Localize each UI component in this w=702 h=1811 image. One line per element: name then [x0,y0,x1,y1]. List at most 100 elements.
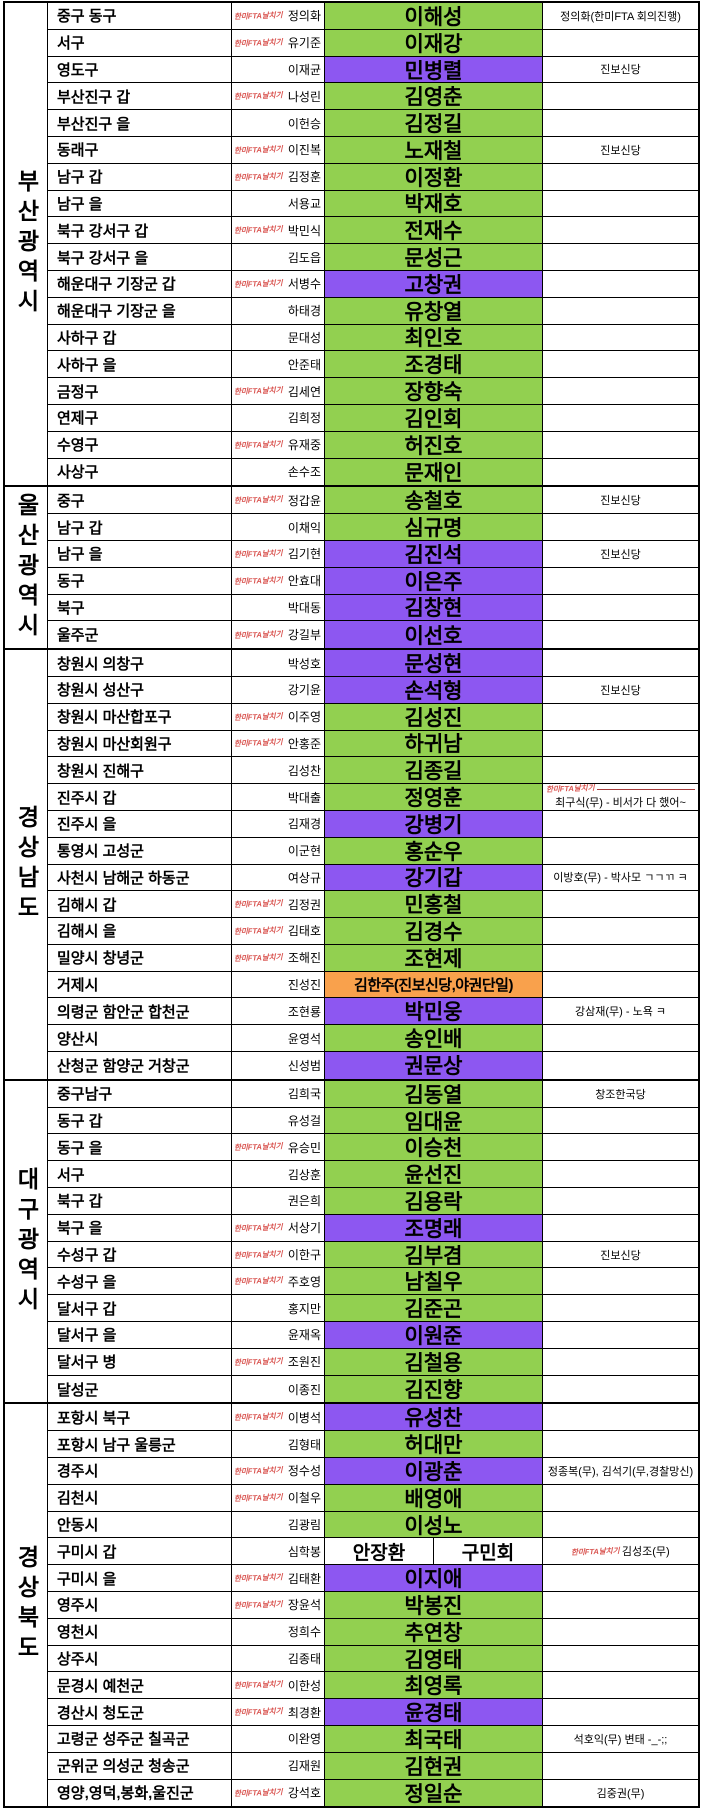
note-text: 진보신당 [600,548,641,561]
notes-cell [543,351,698,377]
incumbent-name: 이종진 [287,1382,321,1397]
challenger-cell: 김영태 [325,1645,543,1672]
notes-cell: 강삼재(무) - 노욕 ㅋ [543,998,698,1024]
district-cell: 연제구 [48,404,232,431]
notes-cell [543,811,698,837]
challenger-cell: 김종길 [325,757,543,784]
challenger-cell: 송철호 [325,487,543,514]
notes-cell [543,1512,698,1538]
fta-stamp: 한미FTA날치기 [233,1411,283,1423]
challenger-cell: 정일순 [325,1779,543,1807]
challenger-name: 윤선진 [404,1164,463,1188]
district-cell: 서구 [48,1161,232,1188]
table-row: 사하구 을 안준태 조경태 [48,351,698,379]
challenger-cell: 김경수 [325,918,543,944]
notes-cell [543,621,698,648]
challenger-cell: 이지애 [325,1565,543,1592]
challenger-name: 송인배 [404,1028,463,1052]
incumbent-cell: 김도읍 [232,244,325,270]
notes-cell: 진보신당 [543,677,698,703]
notes-cell [543,83,698,109]
note-text: 이방호(무) - 박사모 ㄱㄱㄲ ㅋ [553,872,688,885]
challenger-cell: 허대만 [325,1431,543,1458]
incumbent-name: 하태경 [287,304,321,319]
challenger-name: 이정환 [404,166,463,190]
notes-cell [543,217,698,243]
region-label: 부산광역시 [13,169,40,320]
challenger-cell: 장향숙 [325,378,543,404]
table-row: 창원시 마산회원구 한미FTA날치기 안홍준 하귀남 [48,730,698,758]
incumbent-name: 김희정 [287,411,321,426]
incumbent-cell: 한미FTA날치기 정갑윤 [232,487,325,514]
challenger-cell: 김동열 [325,1080,543,1107]
incumbent-name: 안준태 [287,357,321,372]
notes-cell [543,164,698,190]
challenger-name: 김종길 [404,760,463,784]
incumbent-cell: 이종진 [232,1375,325,1403]
notes-cell [543,1753,698,1779]
district-cell: 북구 강서구 을 [48,244,232,270]
notes-cell [543,325,698,351]
district-cell: 사상구 [48,458,232,486]
incumbent-name: 문대성 [287,330,321,345]
challenger-name: 남칠우 [404,1271,463,1295]
incumbent-cell: 이헌승 [232,110,325,136]
notes-cell [543,298,698,324]
incumbent-name: 이채익 [287,520,321,535]
fta-stamp: 한미FTA날치기 [233,711,283,722]
table-row: 김해시 을 한미FTA날치기 김태호 김경수 [48,918,698,945]
challenger-name: 김정길 [404,113,463,136]
incumbent-cell: 한미FTA날치기 안효대 [232,567,325,594]
table-row: 김해시 갑 한미FTA날치기 김정권 민홍철 [48,891,698,919]
table-row: 창원시 성산구 강기윤 손석형 진보신당 [48,676,698,704]
table-row: 중구 동구 한미FTA날치기 정의화 이해성 정의화(한미FTA 회의진행) [48,3,698,30]
notes-cell: 진보신당 [543,57,698,83]
incumbent-name: 이병석 [287,1410,321,1425]
table-row: 동구 한미FTA날치기 안효대 이은주 [48,567,698,595]
challenger-name: 권문상 [404,1055,463,1079]
notes-cell [543,244,698,270]
incumbent-cell: 여상규 [232,864,325,891]
challenger-cell: 박민웅 [325,998,543,1025]
challenger-name: 배영애 [404,1487,463,1511]
incumbent-cell: 한미FTA날치기 김태호 [232,918,325,944]
incumbent-name: 김희국 [287,1087,321,1102]
incumbent-cell: 박대출 [232,784,325,810]
region-label: 경상남도 [13,804,40,925]
incumbent-name: 진성진 [287,978,321,993]
region-rows: 창원시 의창구 박성호 문성현 창원시 성산구 강기윤 손석형 진보신당 창원시 마산합포구 한… [48,650,698,1079]
region-cell: 부산광역시 [5,3,48,486]
fta-stamp: 한미FTA날치기 [233,1465,283,1477]
notes-cell [543,1052,698,1079]
notes-cell [543,110,698,136]
incumbent-cell: 한미FTA날치기 김정권 [232,891,325,918]
region-rows: 중구남구 김희국 김동열 창조한국당 동구 갑 유성걸 임대윤 동구 을 한미FTA날치기 유승민… [48,1080,698,1403]
note-text: 진보신당 [600,64,641,77]
incumbent-cell: 이재균 [232,56,325,83]
incumbent-name: 정갑윤 [287,493,321,508]
challenger-cell: 홍순우 [325,837,543,864]
district-cell: 동구 갑 [48,1107,232,1134]
incumbent-name: 김성찬 [287,763,321,778]
incumbent-name: 김상훈 [287,1167,321,1182]
district-cell: 안동시 [48,1511,232,1538]
region-cell: 대구광역시 [5,1080,48,1403]
table-row: 남구 을 서용교 박재호 [48,190,698,218]
incumbent-name: 김정훈 [287,170,321,185]
district-cell: 사천시 남해군 하동군 [48,864,232,891]
incumbent-name: 신성범 [287,1058,321,1073]
incumbent-name: 서병수 [287,277,321,292]
incumbent-cell: 한미FTA날치기 나성린 [232,83,325,110]
notes-cell [543,1215,698,1241]
challenger-cell: 김한주(진보신당,야권단일) [325,971,543,998]
challenger-cell: 심규명 [325,514,543,540]
notes-cell [543,1565,698,1591]
incumbent-name: 강길부 [287,628,321,643]
challenger-cell: 이정환 [325,163,543,190]
table-row: 거제시 진성진 김한주(진보신당,야권단일) [48,971,698,999]
table-row: 해운대구 기장군 갑 한미FTA날치기 서병수 고창권 [48,270,698,298]
fta-stamp: 한미FTA날치기 [233,952,283,963]
table-row: 영주시 한미FTA날치기 장윤석 박봉진 [48,1592,698,1619]
region-section: 부산광역시 중구 동구 한미FTA날치기 정의화 이해성 정의화(한미FTA 회의진행) 서… [5,3,698,488]
challenger-cell: 전재수 [325,217,543,244]
